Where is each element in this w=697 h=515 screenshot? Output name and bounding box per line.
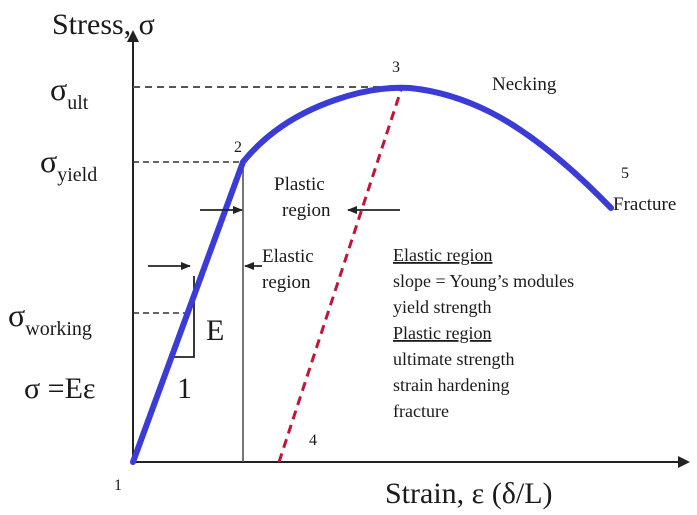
modulus-label: E xyxy=(206,314,224,347)
point-3-label: 3 xyxy=(392,59,400,76)
sigma-working-label: σworking xyxy=(8,297,92,340)
stress-strain-curve xyxy=(130,84,614,465)
unloading-line xyxy=(277,86,404,463)
hookes-law-label: σ =Eε xyxy=(24,372,96,405)
sigma-ult-subscript: ult xyxy=(67,92,89,114)
sigma-ult-symbol: σ xyxy=(50,71,67,107)
plastic-note-2: strain hardening xyxy=(393,375,509,395)
sigma-working-subscript: working xyxy=(25,318,92,340)
x-axis-title: Strain, ε (δ/L) xyxy=(385,477,553,510)
elastic-region-label-line2: region xyxy=(262,272,311,293)
plastic-note-3: fracture xyxy=(393,401,449,421)
plastic-note-1: ultimate strength xyxy=(393,349,514,369)
plastic-region-label-line1: Plastic xyxy=(274,174,325,195)
elastic-region-heading: Elastic region xyxy=(393,245,492,265)
plastic-region-label-line2: region xyxy=(282,200,331,221)
point-1-label: 1 xyxy=(114,477,122,494)
elastic-region-label-line1: Elastic xyxy=(262,246,314,267)
sigma-yield-symbol: σ xyxy=(40,143,57,179)
fracture-label: Fracture xyxy=(613,194,676,215)
point-2-label: 2 xyxy=(234,139,242,156)
necking-label: Necking xyxy=(492,74,557,95)
elastic-note-2: yield strength xyxy=(393,297,491,317)
sigma-yield-label: σyield xyxy=(40,143,97,186)
sigma-yield-subscript: yield xyxy=(57,164,97,186)
sigma-working-symbol: σ xyxy=(8,297,25,333)
sigma-ult-label: σult xyxy=(50,71,89,114)
y-axis-title: Stress, σ xyxy=(52,8,155,41)
plastic-region-heading: Plastic region xyxy=(393,323,491,343)
elastic-note-1: slope = Young’s modules xyxy=(393,271,574,291)
slope-run-label: 1 xyxy=(177,372,192,405)
point-5-label: 5 xyxy=(621,165,629,182)
point-4-label: 4 xyxy=(309,432,317,449)
